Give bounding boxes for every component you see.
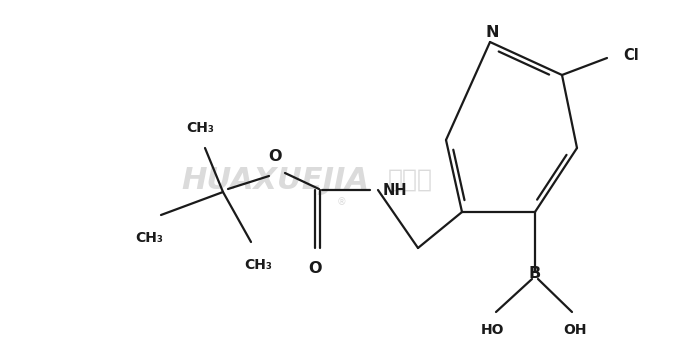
Text: B: B	[529, 266, 541, 282]
Text: Cl: Cl	[623, 48, 639, 63]
Text: 化学加: 化学加	[388, 168, 433, 192]
Text: OH: OH	[563, 323, 587, 337]
Text: HO: HO	[481, 323, 505, 337]
Text: O: O	[268, 149, 282, 164]
Text: CH₃: CH₃	[244, 258, 272, 272]
Text: O: O	[308, 261, 322, 276]
Text: ®: ®	[336, 197, 346, 207]
Text: CH₃: CH₃	[135, 231, 163, 245]
Text: CH₃: CH₃	[186, 121, 214, 135]
Text: N: N	[485, 25, 499, 40]
Text: HUAXUEJIA: HUAXUEJIA	[181, 166, 369, 194]
Text: NH: NH	[383, 183, 407, 198]
